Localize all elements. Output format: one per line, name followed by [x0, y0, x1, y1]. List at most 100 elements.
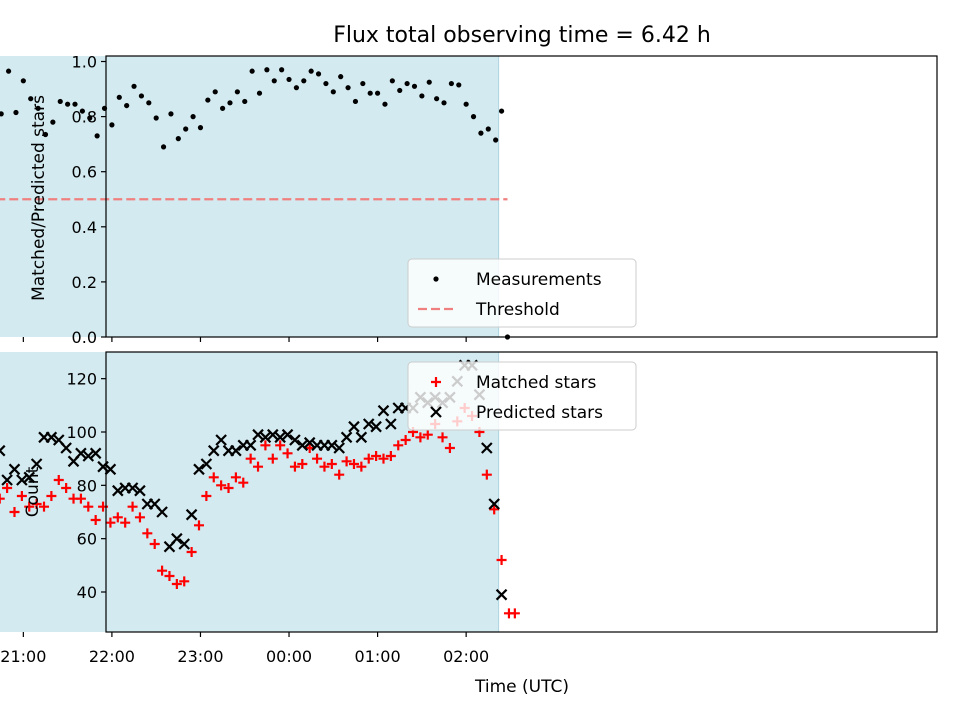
measurement-point: [330, 89, 336, 95]
matched-star-point: [157, 565, 168, 576]
matched-star-point: [179, 576, 190, 587]
matched-star-point: [422, 429, 433, 440]
matched-star-point: [496, 555, 507, 565]
matched-star-point: [46, 491, 57, 501]
matched-star-point: [400, 435, 411, 445]
matched-star-point: [363, 453, 374, 464]
matched-star-point: [193, 520, 204, 531]
measurement-point: [286, 76, 292, 83]
matched-star-point: [415, 432, 426, 443]
measurement-point: [50, 119, 56, 125]
predicted-star-point: [126, 482, 139, 494]
predicted-star-point: [281, 428, 294, 441]
predicted-star-point: [259, 431, 272, 444]
measurement-point: [42, 131, 49, 138]
measurement-point: [153, 115, 159, 121]
predicted-star-point: [16, 474, 28, 486]
measurement-point: [485, 126, 491, 132]
matched-star-point: [312, 453, 323, 464]
measurement-point: [426, 79, 432, 85]
measurement-point: [382, 101, 388, 107]
matched-star-point: [444, 443, 455, 453]
measurement-point: [72, 101, 78, 107]
matched-star-point: [112, 512, 123, 523]
matched-star-point: [53, 475, 64, 485]
y-tick-label: 0.0: [72, 328, 97, 347]
predicted-star-point: [178, 538, 191, 550]
matched-star-point: [260, 440, 271, 451]
measurement-point: [419, 93, 425, 99]
matched-star-point: [24, 501, 35, 512]
matched-star-point: [267, 453, 278, 464]
matched-star-point: [186, 547, 197, 557]
predicted-star-point: [8, 463, 21, 476]
matched-star-point: [2, 483, 13, 493]
matched-star-point: [83, 501, 94, 512]
y-tick-label: 100: [66, 423, 97, 442]
matched-star-point: [9, 507, 20, 517]
measurement-point: [271, 78, 277, 84]
predicted-star-point: [252, 428, 264, 441]
matched-star-point: [378, 453, 389, 464]
chart-title: Flux total observing time = 6.42 h: [333, 23, 711, 48]
matched-star-point: [0, 493, 5, 504]
measurement-point: [374, 90, 381, 96]
measurement-point: [65, 101, 71, 107]
measurement-point: [301, 78, 307, 84]
measurement-point: [264, 67, 270, 73]
matched-star-point: [282, 448, 293, 459]
matched-star-point: [371, 451, 382, 461]
predicted-star-point: [385, 418, 397, 430]
measurement-point: [205, 97, 211, 103]
y-tick-label: 0.2: [72, 273, 97, 292]
legend-label: Measurements: [476, 270, 602, 290]
predicted-star-point: [112, 484, 124, 497]
matched-star-point: [39, 501, 50, 512]
matched-star-point: [149, 539, 160, 549]
measurement-point: [478, 130, 484, 136]
x-tick-label: 22:00: [89, 647, 135, 666]
measurement-point: [256, 90, 263, 96]
y-tick-label: 60: [77, 530, 97, 549]
matched-star-point: [171, 579, 182, 589]
measurement-point: [212, 89, 218, 95]
matched-star-point: [134, 512, 145, 523]
matched-star-point: [238, 477, 249, 488]
predicted-star-point: [244, 439, 257, 452]
measurement-point: [79, 108, 85, 114]
predicted-star-point: [30, 458, 43, 470]
matched-star-point: [31, 499, 42, 509]
predicted-star-point: [348, 420, 360, 433]
legend-box: [407, 361, 637, 431]
predicted-star-point: [370, 420, 382, 433]
predicted-star-point: [296, 439, 309, 452]
measurement-point: [94, 133, 100, 139]
matched-star-point: [75, 493, 86, 504]
matched-star-point: [90, 515, 101, 525]
y-tick-label: 80: [77, 476, 97, 495]
predicted-star-point: [193, 463, 205, 476]
predicted-star-point: [200, 458, 213, 470]
matched-star-point: [356, 461, 367, 472]
matched-star-point: [319, 461, 330, 472]
measurement-point: [404, 80, 410, 87]
predicted-star-point: [355, 431, 368, 444]
matched-star-point: [393, 440, 404, 451]
legend-label: Predicted stars: [476, 403, 603, 423]
matched-star-point: [253, 461, 264, 472]
plot-frame-1: [105, 351, 938, 633]
x-tick-label: 21:00: [0, 647, 46, 666]
measurement-point: [397, 87, 403, 94]
measurement-point: [434, 96, 440, 102]
measurement-point: [234, 89, 240, 95]
measurement-point: [338, 74, 344, 80]
top-y-axis-label: Matched/Predicted stars: [29, 95, 49, 301]
measurement-point: [352, 98, 359, 105]
measurement-point: [183, 126, 189, 132]
predicted-star-point: [230, 444, 242, 457]
measurement-point: [498, 108, 505, 114]
measurement-point: [175, 136, 181, 142]
predicted-star-point: [207, 444, 220, 457]
matched-star-point: [489, 504, 500, 515]
